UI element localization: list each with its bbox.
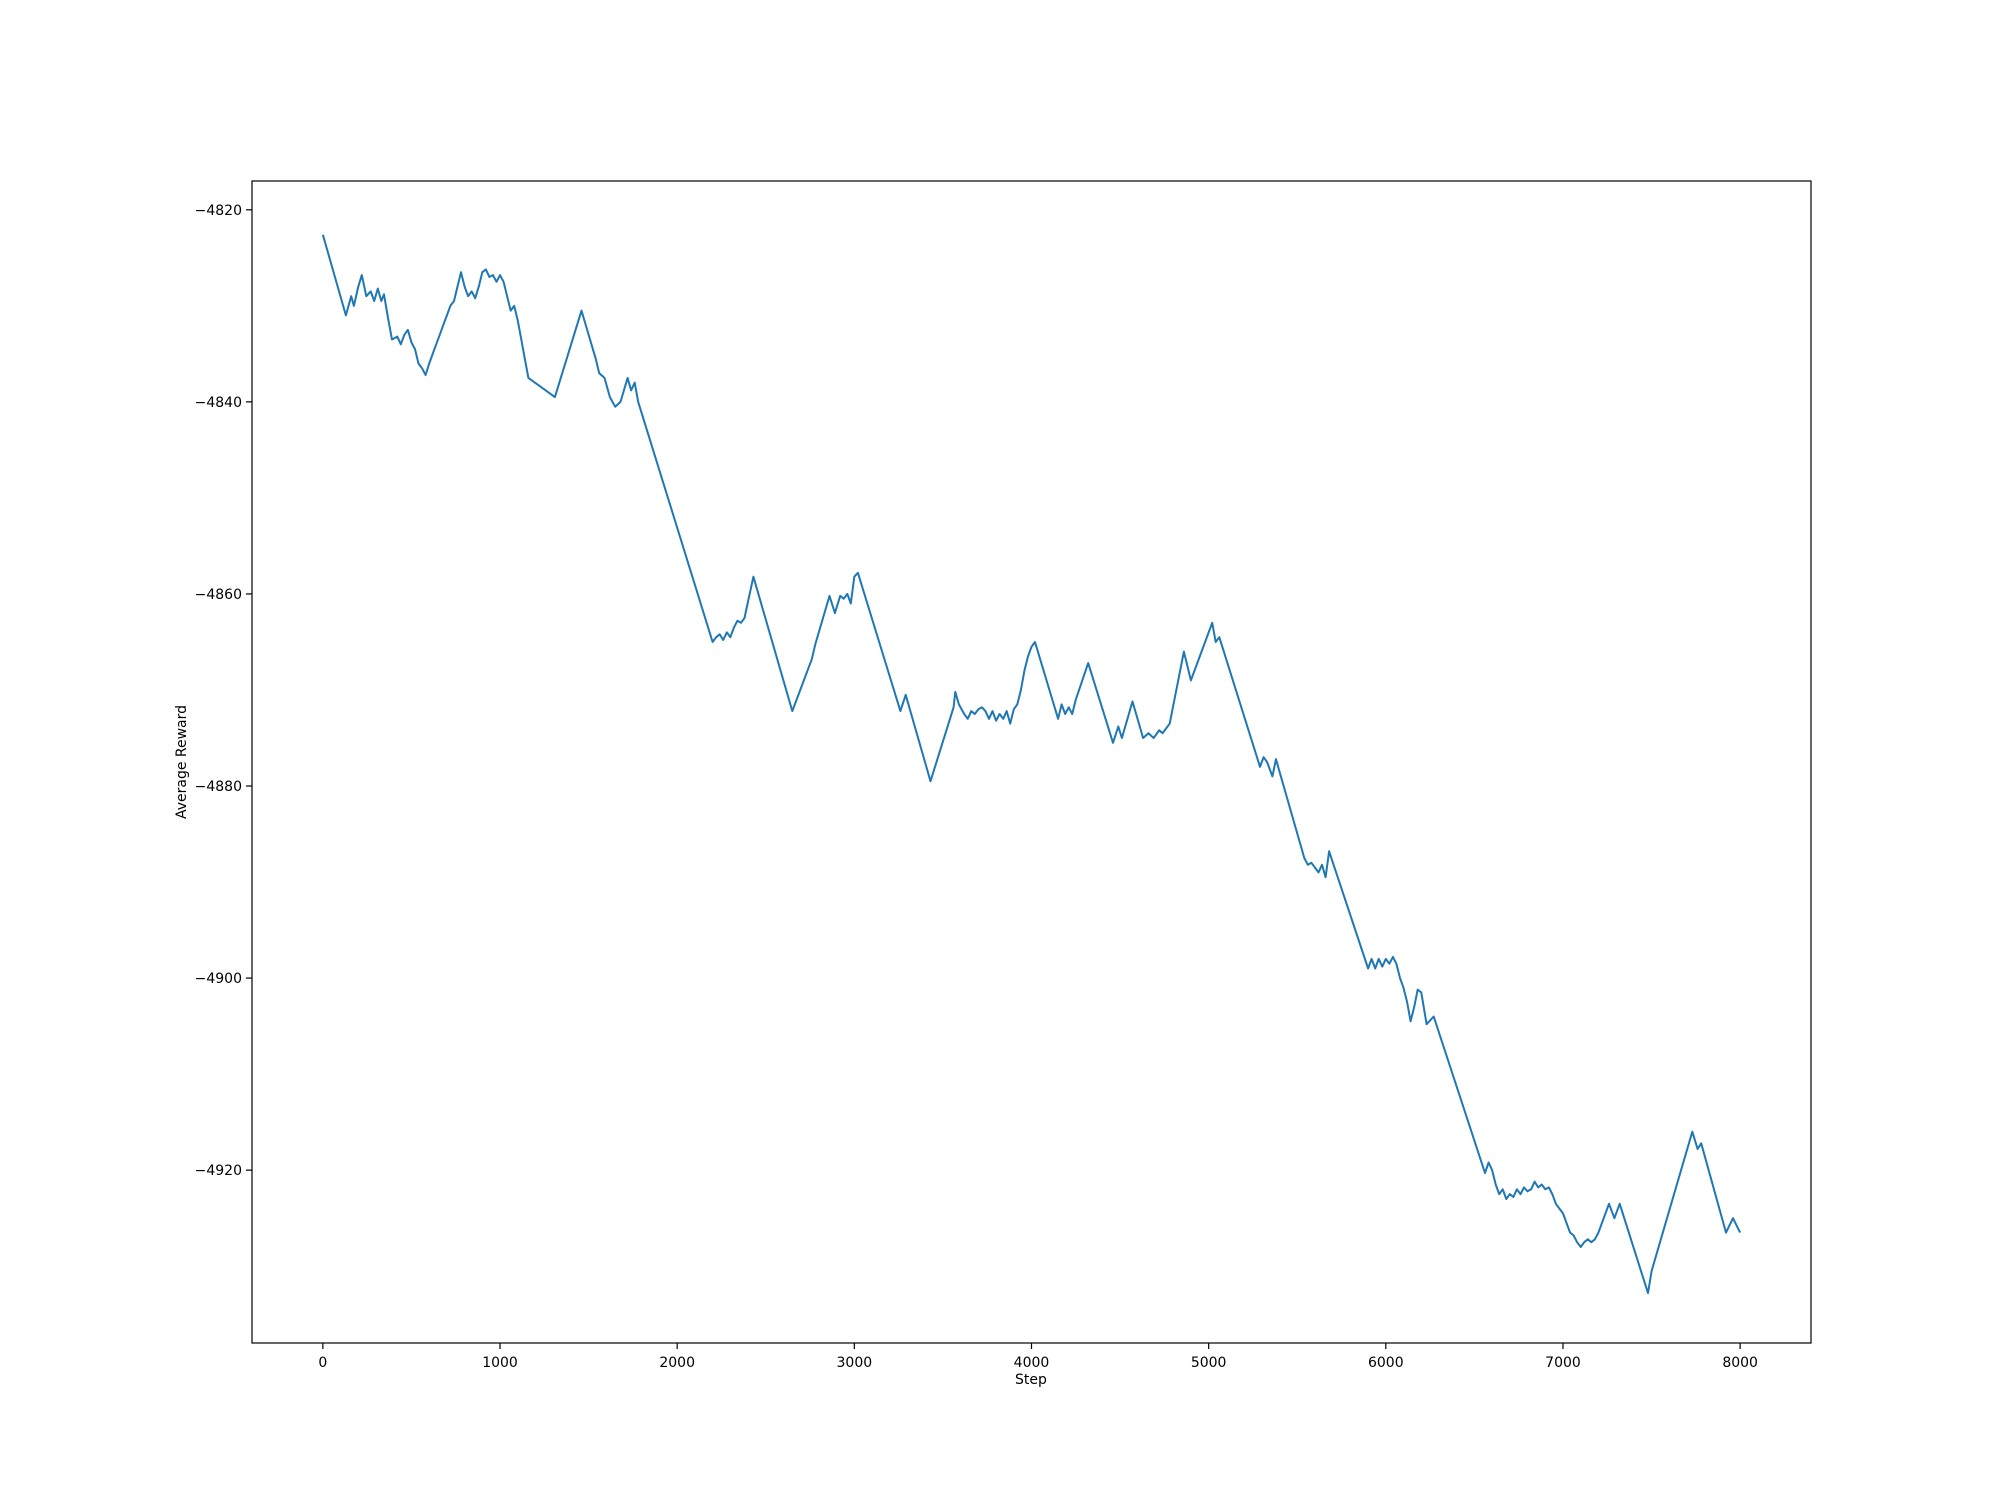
y-tick-label: −4900 (195, 971, 242, 987)
y-tick-label: −4840 (195, 395, 242, 411)
x-tick-label: 4000 (1014, 1355, 1050, 1371)
y-tick-label: −4860 (195, 587, 242, 603)
y-tick-label: −4820 (195, 203, 242, 219)
x-tick-label: 7000 (1545, 1355, 1581, 1371)
x-tick-label: 8000 (1722, 1355, 1758, 1371)
x-tick-label: 3000 (837, 1355, 873, 1371)
x-axis-label: Step (1015, 1372, 1047, 1388)
x-tick-label: 2000 (659, 1355, 695, 1371)
x-tick-label: 5000 (1191, 1355, 1227, 1371)
x-tick-label: 6000 (1368, 1355, 1404, 1371)
y-tick-label: −4880 (195, 779, 242, 795)
x-tick-label: 1000 (482, 1355, 518, 1371)
x-tick-label: 0 (318, 1355, 327, 1371)
y-axis-label: Average Reward (174, 705, 190, 819)
y-tick-label: −4920 (195, 1163, 242, 1179)
